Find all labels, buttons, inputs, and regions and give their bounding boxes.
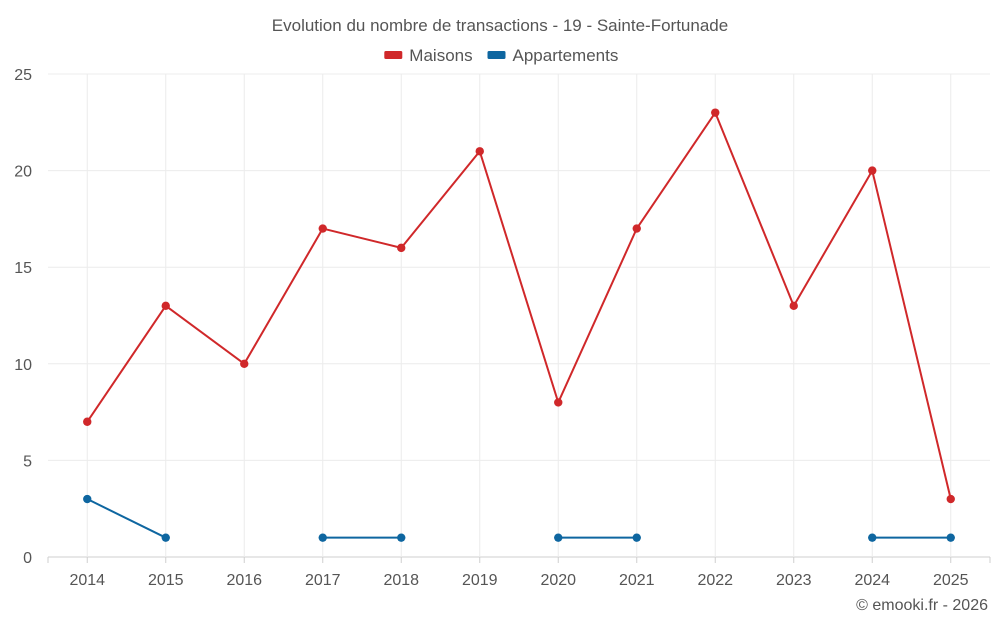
legend: Maisons Appartements — [384, 46, 618, 65]
data-point — [83, 417, 92, 426]
y-tick-label: 10 — [14, 357, 32, 374]
y-tick-label: 20 — [14, 164, 32, 181]
series-maisons — [83, 108, 955, 504]
x-tick-label: 2018 — [383, 572, 419, 589]
credit-text: © emooki.fr - 2026 — [856, 597, 988, 614]
series-line-segment — [635, 111, 717, 230]
data-point — [318, 224, 327, 233]
data-point — [397, 533, 406, 542]
data-point — [161, 533, 170, 542]
y-tick-label: 25 — [14, 67, 32, 84]
data-point — [83, 494, 92, 504]
data-point — [161, 301, 170, 311]
grid — [48, 73, 990, 558]
series-line-segment — [86, 304, 167, 423]
data-point — [946, 533, 955, 542]
data-point — [554, 398, 563, 407]
y-tick-label: 15 — [14, 260, 32, 277]
y-tick-label: 0 — [23, 550, 32, 567]
data-point — [318, 533, 327, 542]
data-point — [475, 147, 484, 156]
data-point — [711, 108, 720, 117]
x-tick-label: 2023 — [776, 572, 812, 589]
data-point — [632, 224, 641, 233]
series-line-segment — [243, 227, 324, 365]
x-tick-label: 2017 — [305, 572, 341, 589]
data-point — [868, 166, 877, 175]
series-line-segment — [792, 169, 874, 307]
series-line-segment — [400, 150, 481, 249]
data-point — [946, 494, 955, 504]
x-tick-label: 2014 — [69, 572, 105, 589]
series-line-segment — [557, 227, 638, 404]
legend-item-appartements: Appartements — [487, 46, 619, 65]
series-line-segment — [871, 169, 952, 501]
legend-item-maisons: Maisons — [384, 46, 473, 65]
x-tick-label: 2021 — [619, 572, 655, 589]
x-tick-label: 2022 — [697, 572, 733, 589]
x-tick-label: 2024 — [854, 572, 890, 589]
x-tick-label: 2015 — [148, 572, 184, 589]
x-tick-label: 2025 — [933, 572, 969, 589]
legend-marker — [384, 51, 403, 59]
series-line-segment — [714, 111, 795, 307]
x-tick-label: 2019 — [462, 572, 498, 589]
data-point — [397, 243, 406, 253]
data-point — [868, 533, 877, 542]
data-point — [632, 533, 641, 542]
x-tick-label: 2020 — [540, 572, 576, 589]
x-tick-label: 2016 — [226, 572, 262, 589]
legend-marker — [487, 51, 506, 59]
data-point — [789, 301, 798, 311]
y-tick-label: 5 — [23, 453, 32, 470]
series-line-segment — [164, 304, 246, 365]
series-line-segment — [86, 498, 167, 539]
series-layer — [83, 108, 955, 542]
data-point — [554, 533, 563, 542]
series-line-segment — [321, 227, 403, 249]
legend-label: Appartements — [513, 46, 619, 65]
legend-label: Maisons — [409, 46, 472, 65]
data-point — [240, 359, 249, 368]
chart-title: Evolution du nombre de transactions - 19… — [272, 16, 728, 35]
series-appartements — [83, 494, 955, 542]
series-line-segment — [478, 150, 560, 404]
